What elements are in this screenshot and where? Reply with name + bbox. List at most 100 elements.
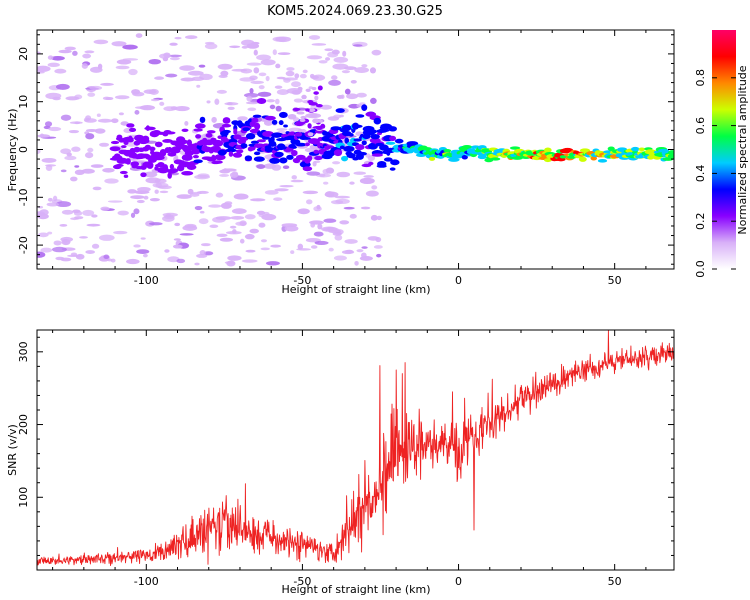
- spectrogram-speckle: [306, 55, 323, 60]
- spectrogram-cell: [163, 131, 176, 135]
- spectrogram-cell: [199, 116, 206, 123]
- spectrogram-speckle: [125, 258, 140, 265]
- spectrogram-speckle: [356, 103, 363, 108]
- spectrogram-speckle: [203, 251, 214, 256]
- spectrogram-speckle: [225, 231, 242, 235]
- spectrogram-cell: [383, 157, 393, 162]
- spectrogram-cell: [311, 86, 317, 91]
- spectrogram-cell: [110, 140, 120, 145]
- y-tick-label: -20: [17, 236, 30, 254]
- spectrogram-speckle: [105, 96, 114, 101]
- spectrogram-speckle: [371, 49, 382, 56]
- spectrogram-speckle: [334, 234, 343, 241]
- spectrogram-speckle: [134, 110, 140, 115]
- spectrogram-cell: [288, 131, 296, 136]
- spectrogram-speckle: [333, 56, 349, 63]
- spectrogram-speckle: [66, 152, 72, 157]
- spectrogram-speckle: [85, 133, 95, 140]
- spectrogram-speckle: [149, 197, 160, 202]
- spectrogram-speckle: [216, 89, 227, 94]
- spectrogram-speckle: [256, 164, 266, 170]
- spectrogram-cell: [344, 137, 350, 144]
- spectrogram-speckle: [273, 197, 283, 201]
- spectrogram-cell: [371, 153, 384, 157]
- spectrogram-cell: [157, 161, 165, 168]
- spectrogram-cell: [212, 160, 223, 164]
- spectrogram-cell: [544, 147, 552, 153]
- spectrogram-speckle: [361, 64, 368, 68]
- spectrogram-speckle: [219, 237, 233, 242]
- spectrogram-speckle: [290, 250, 295, 255]
- colorbar-tick-label: 0.8: [694, 69, 707, 87]
- spectrogram-speckle: [233, 193, 249, 200]
- spectrogram-cell: [228, 151, 234, 157]
- spectrogram-cell: [314, 95, 319, 101]
- y-tick-label: 20: [17, 47, 30, 61]
- spectrogram-speckle: [159, 101, 165, 106]
- spectrogram-speckle: [81, 63, 89, 69]
- spectrogram-speckle: [111, 41, 127, 47]
- spectrogram-speckle: [272, 49, 277, 56]
- spectrogram-speckle: [282, 165, 290, 170]
- spectrogram-cell: [167, 172, 172, 179]
- spectrogram-speckle: [250, 80, 264, 85]
- spectrogram-speckle: [241, 45, 248, 49]
- colorbar-tick-label: 0.4: [694, 165, 707, 183]
- spectrogram-speckle: [199, 250, 206, 256]
- colorbar-tick-label: 0.6: [694, 117, 707, 135]
- spectrogram-cell: [256, 98, 267, 104]
- spectrogram-speckle: [89, 85, 103, 91]
- spectrogram-speckle: [60, 257, 72, 262]
- colorbar: 0.0 0.2 0.4 0.6 0.8 Normalized spectral ampl…: [694, 30, 749, 278]
- spectrogram-speckle: [339, 220, 350, 225]
- spectrogram-speckle: [294, 73, 300, 79]
- spectrogram-speckle: [92, 186, 102, 191]
- spectrogram-speckle: [279, 184, 294, 188]
- spectrogram-cell: [163, 164, 168, 170]
- spectrogram-speckle: [37, 65, 51, 72]
- spectrogram-speckle: [244, 214, 256, 220]
- spectrogram-cell: [578, 156, 587, 162]
- spectrogram-speckle: [291, 81, 301, 88]
- spectrogram-speckle: [220, 202, 232, 209]
- spectrogram-speckle: [68, 129, 80, 134]
- spectrogram-speckle: [359, 177, 375, 185]
- spectrogram-speckle: [276, 89, 290, 96]
- spectrogram-speckle: [349, 181, 355, 185]
- spectrogram-cell: [146, 162, 154, 169]
- spectrogram-speckle: [199, 210, 205, 214]
- spectrogram-speckle: [102, 167, 115, 173]
- spectrogram-speckle: [137, 186, 151, 192]
- spectrogram-speckle: [184, 120, 189, 126]
- spectrogram-speckle: [118, 112, 124, 116]
- spectrogram-cell: [181, 128, 189, 133]
- spectrogram-cell: [154, 141, 163, 148]
- spectrogram-speckle: [85, 250, 96, 254]
- spectrogram-speckle: [371, 185, 378, 190]
- spectrogram-speckle: [354, 66, 370, 73]
- spectrogram-speckle: [168, 54, 182, 58]
- spectrogram-cell: [461, 154, 468, 160]
- spectrogram-cell: [297, 86, 303, 91]
- spectrogram-speckle: [75, 253, 85, 260]
- spectrogram-speckle: [350, 79, 357, 84]
- spectrogram-cell: [194, 123, 206, 129]
- spectrogram-cell: [130, 161, 140, 167]
- spectrogram-cell: [193, 128, 203, 132]
- spectrogram-speckle: [250, 198, 266, 202]
- x-tick-label: 50: [608, 274, 622, 287]
- spectrogram-speckle: [154, 189, 159, 194]
- spectrogram-speckle: [72, 209, 81, 214]
- spectrogram-x-axis-label: Height of straight line (km): [281, 283, 430, 296]
- spectrogram-speckle: [239, 77, 256, 82]
- spectrogram-speckle: [143, 195, 149, 200]
- spectrogram-cell: [283, 124, 288, 128]
- spectrogram-speckle: [230, 215, 245, 220]
- spectrogram-cell: [343, 145, 355, 153]
- snr-x-ticks: -100 -50 0 50: [52, 330, 647, 588]
- spectrogram-speckle: [172, 244, 183, 249]
- spectrogram-speckle: [375, 237, 382, 243]
- spectrogram-speckle: [200, 243, 211, 247]
- spectrogram-cell: [461, 144, 473, 149]
- spectrogram-speckle: [261, 213, 277, 221]
